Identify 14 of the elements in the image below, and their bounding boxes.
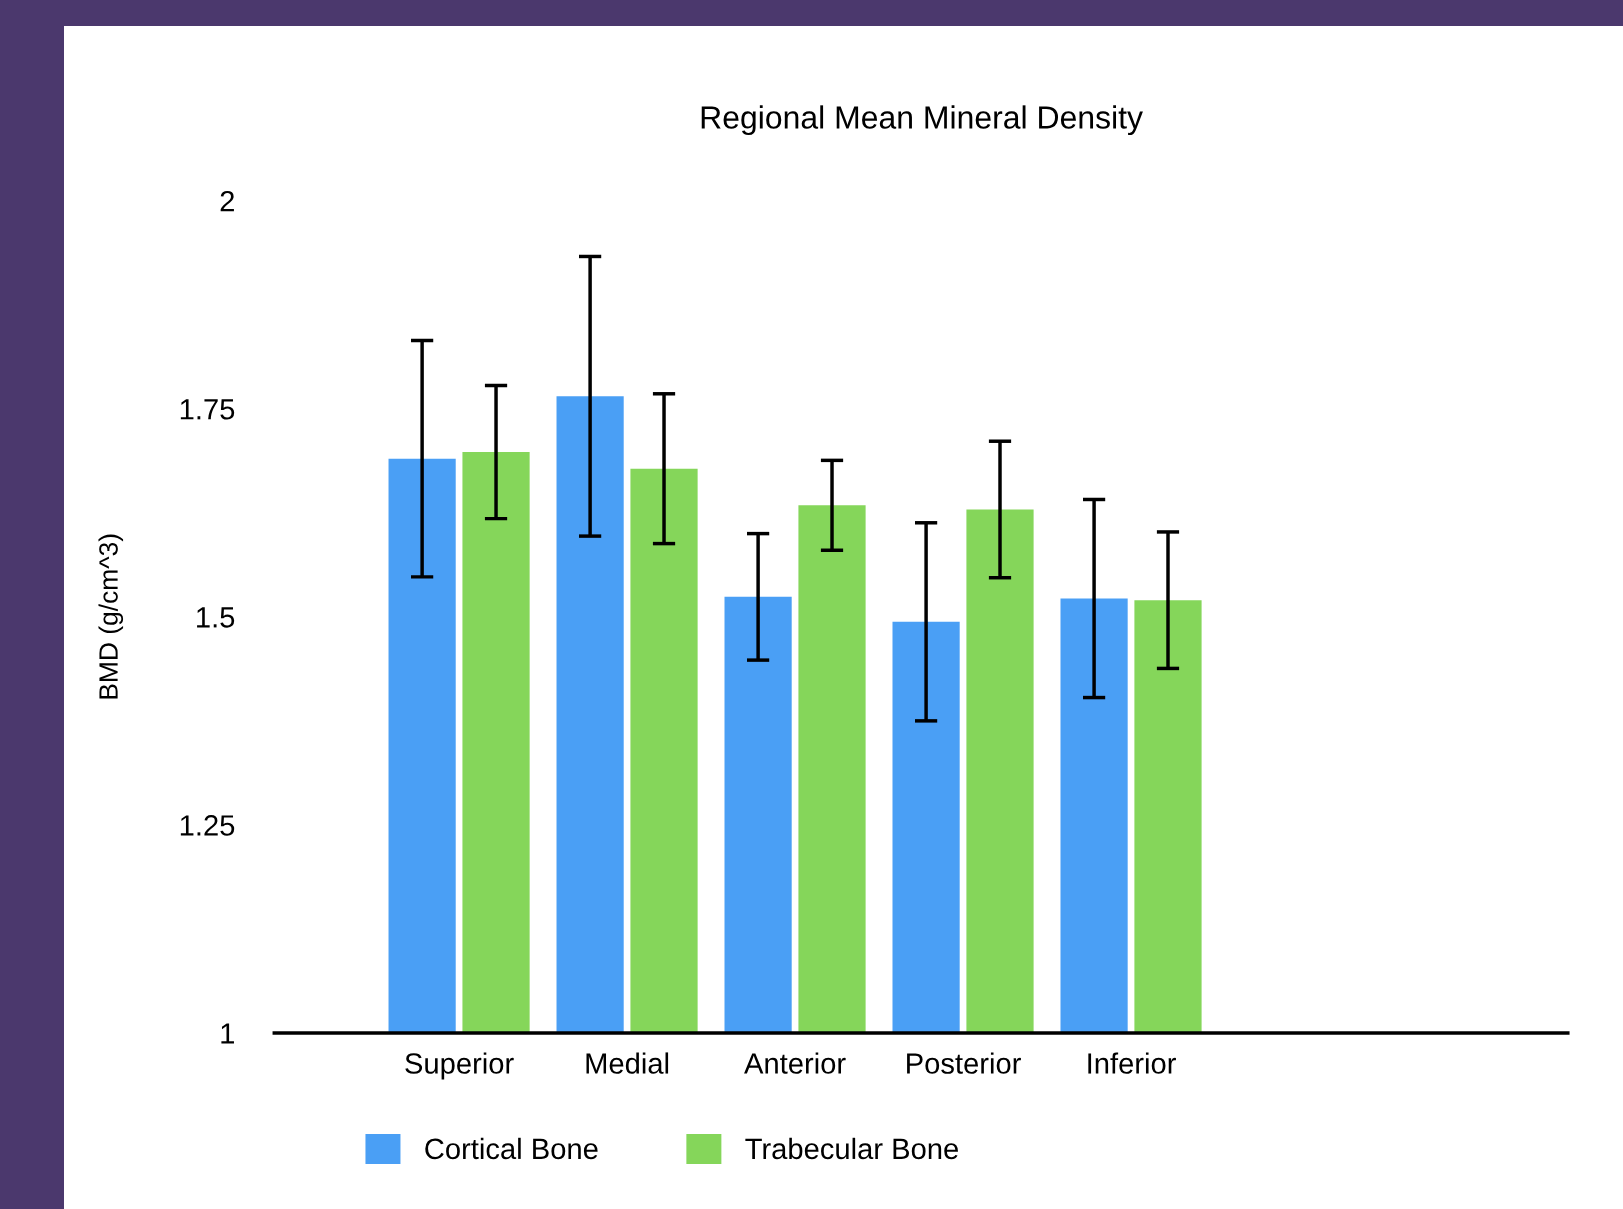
y-tick-label: 1.25 — [180, 815, 235, 836]
legend-label: Cortical Bone — [425, 1137, 598, 1160]
legend-label: Trabecular Bone — [745, 1137, 958, 1160]
y-tick-label: 1.75 — [180, 399, 235, 420]
y-tick-label: 2 — [220, 190, 234, 212]
chart-title: Regional Mean Mineral Density — [701, 105, 1143, 136]
x-tick-label: Anterior — [744, 1052, 846, 1074]
y-tick-label: 1.5 — [197, 607, 235, 628]
y-tick-label: 1 — [221, 1023, 234, 1044]
x-tick-label: Superior — [405, 1052, 514, 1080]
y-axis-title: BMD (g/cm^3) — [98, 534, 124, 699]
x-tick-label: Inferior — [1088, 1052, 1176, 1074]
x-tick-label: Medial — [586, 1052, 669, 1074]
x-tick-label: Posterior — [907, 1052, 1021, 1074]
